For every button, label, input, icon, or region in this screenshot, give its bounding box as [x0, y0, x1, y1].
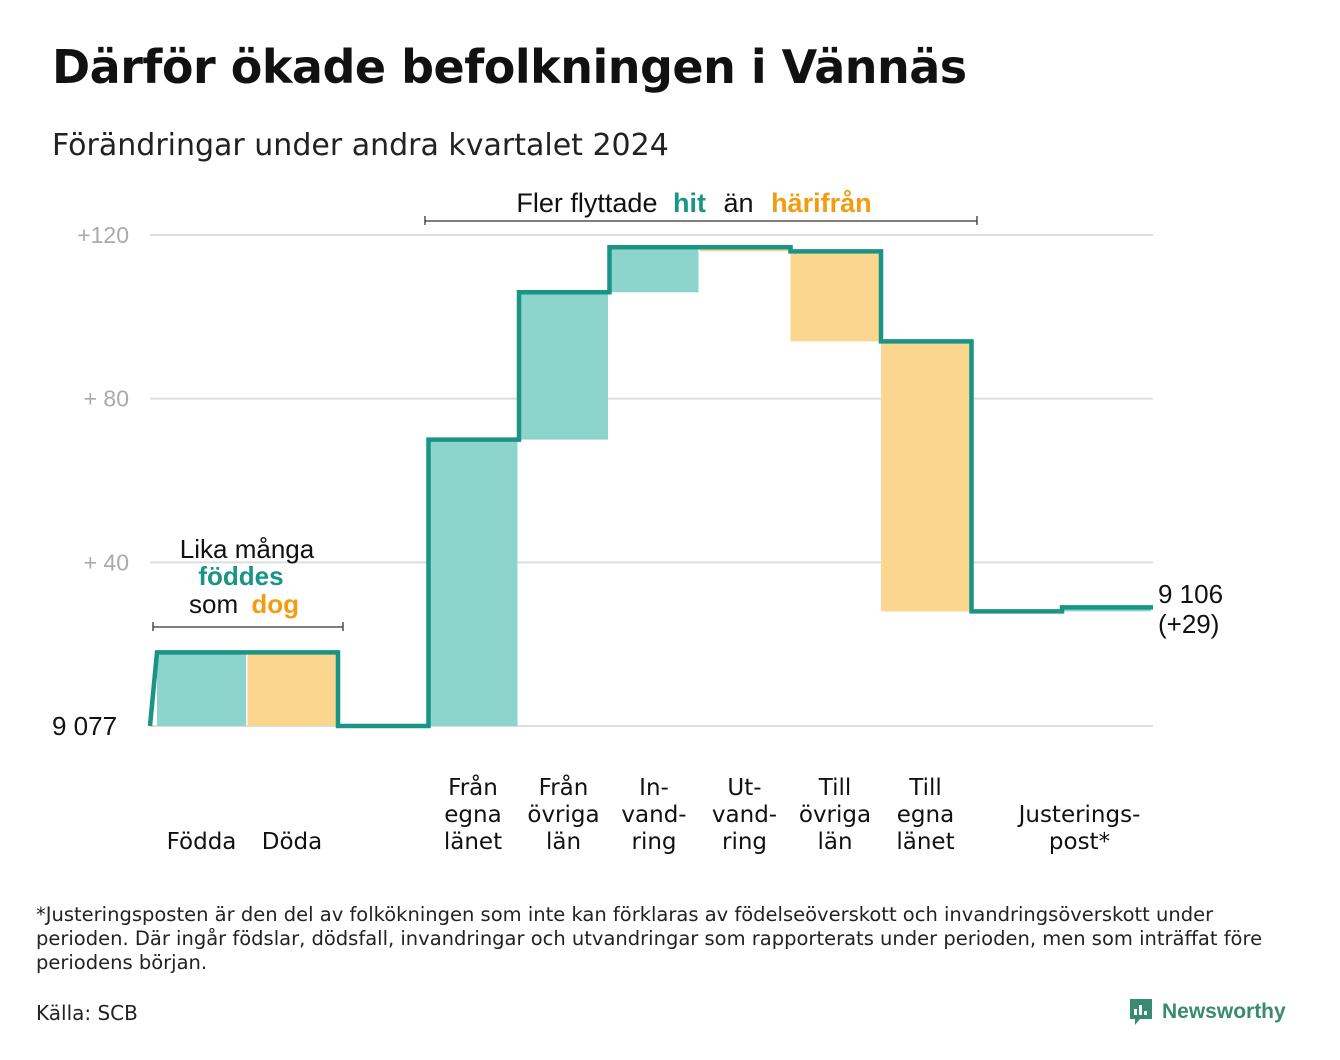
increase-bar [428, 439, 518, 726]
migration-annotation: Fler flyttade hit än härifrån [424, 188, 978, 225]
source-label: Källa: SCB [36, 1001, 138, 1025]
increase-bar [157, 652, 246, 726]
end-value-label: 9 106 [1158, 579, 1223, 609]
footnote: *Justeringsposten är den del av folkökni… [36, 903, 1263, 974]
y-tick-label: + 80 [84, 386, 129, 412]
category-label: Från övriga län [527, 773, 599, 855]
brand-name: Newsworthy [1162, 1000, 1286, 1023]
base-value-label: 9 077 [52, 711, 117, 741]
newsworthy-logo-icon [1130, 999, 1152, 1025]
y-tick-label: +120 [77, 222, 129, 248]
svg-text:Fler flyttade hit: Fler flyttade hit än härifrån [516, 188, 871, 218]
births-line-3-som: som [189, 589, 238, 619]
category-label: Till egna länet [896, 775, 954, 855]
increase-bar [609, 247, 699, 293]
decrease-bar [881, 341, 970, 612]
end-change-label: (+29) [1158, 609, 1219, 639]
category-label: Döda [262, 829, 322, 855]
births-line-3-dog: dog [251, 589, 299, 619]
cumulative-step-line [147, 245, 1153, 729]
chart-subtitle: Förändringar under andra kvartalet 2024 [52, 128, 669, 163]
migration-text-hit: hit [673, 188, 706, 218]
y-tick-label: + 40 [84, 549, 129, 575]
decrease-bar [790, 251, 880, 342]
chart-title: Därför ökade befolkningen i Vännäs [52, 40, 967, 94]
births-line-1: Lika många [180, 534, 315, 564]
births-annotation: Lika många föddes som dog [152, 534, 344, 631]
category-label: Till övriga län [799, 775, 871, 855]
waterfall-chart: 9 077 + 40 + 80 +120 Födda Döda Från egna länet F… [52, 188, 1223, 855]
category-label: Födda [167, 829, 237, 855]
category-label: Från egna länet [444, 773, 502, 855]
svg-text:som dog: som dog [189, 589, 299, 619]
increase-bar [519, 292, 608, 440]
migration-text-2: än [724, 188, 754, 218]
births-line-2: föddes [198, 561, 283, 591]
category-label: Ut-vand-ring [712, 775, 777, 855]
migration-text-1: Fler flyttade [516, 188, 657, 218]
brand-logo: Newsworthy [1128, 997, 1286, 1027]
decrease-bar [247, 652, 337, 726]
category-label: Justerings-post* [1017, 802, 1141, 855]
category-label: In-vand-ring [621, 775, 686, 855]
migration-text-harifran: härifrån [771, 188, 872, 218]
